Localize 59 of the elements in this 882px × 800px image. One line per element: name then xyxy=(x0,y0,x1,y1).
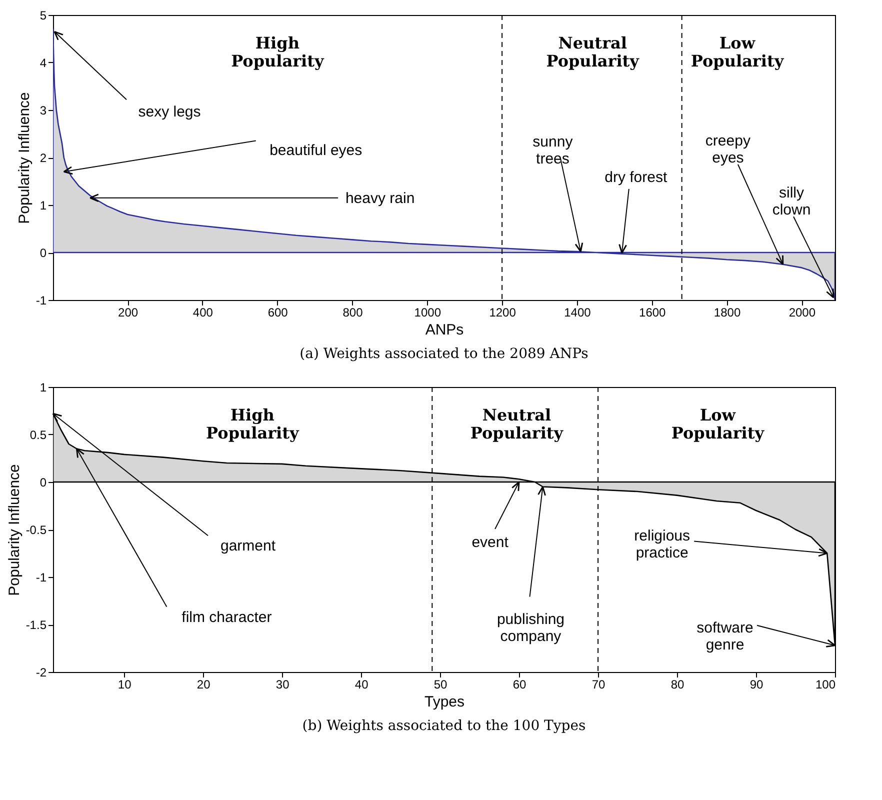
y-tick-label: 1 xyxy=(40,198,47,212)
y-tick-label: -2 xyxy=(36,666,47,680)
annotation: garment xyxy=(220,538,276,555)
x-tick-label: 1800 xyxy=(714,306,741,320)
y-axis-title: Popularity Influence xyxy=(16,92,33,224)
y-tick-label: 4 xyxy=(40,56,47,70)
x-tick-label: 600 xyxy=(268,306,288,320)
x-tick-label: 60 xyxy=(512,678,527,692)
annotation: event xyxy=(472,534,510,551)
annotation: sunny trees xyxy=(532,134,574,168)
annotation: film character xyxy=(182,608,272,626)
annotation: High Popularity xyxy=(231,34,325,70)
y-tick-label: -1 xyxy=(36,294,47,308)
annotation: publishing company xyxy=(496,610,565,645)
annotation: Neutral Popularity xyxy=(470,406,564,442)
annotation: Low Popularity xyxy=(671,406,765,442)
annotation: silly clown xyxy=(772,184,811,219)
y-axis-title: Popularity Influence xyxy=(6,464,23,596)
x-tick-label: 30 xyxy=(276,678,290,692)
annotation: heavy rain xyxy=(345,190,415,207)
x-tick-label: 10 xyxy=(118,678,132,692)
x-axis-title: ANPs xyxy=(425,322,464,338)
x-tick-label: 50 xyxy=(434,678,448,692)
x-tick-label: 20 xyxy=(196,678,211,692)
x-tick-label: 2000 xyxy=(788,306,816,320)
x-tick-label: 90 xyxy=(750,678,764,692)
x-tick-label: 40 xyxy=(354,678,369,692)
y-tick-label: 0 xyxy=(40,246,47,260)
x-tick-label: 1600 xyxy=(639,306,666,320)
x-tick-label: 1000 xyxy=(414,306,442,320)
x-tick-label: 1200 xyxy=(489,306,516,320)
annotation: High Popularity xyxy=(206,406,300,442)
annotation: Neutral Popularity xyxy=(546,34,640,70)
annotation: Low Popularity xyxy=(690,34,784,70)
annotation: beautiful eyes xyxy=(270,142,362,159)
annotation: software genre xyxy=(696,619,754,654)
annotation: dry forest xyxy=(604,168,668,186)
x-axis-title: Types xyxy=(424,694,465,710)
x-tick-label: 400 xyxy=(192,306,214,320)
y-tick-label: -1.5 xyxy=(26,618,47,632)
annotation: creepy eyes xyxy=(705,132,751,166)
x-tick-label: 800 xyxy=(342,306,364,320)
y-tick-label: 3 xyxy=(40,104,47,118)
y-tick-label: 0 xyxy=(40,476,47,490)
x-tick-label: 100 xyxy=(815,678,836,692)
y-tick-label: -0.5 xyxy=(26,523,47,537)
y-tick-label: 1 xyxy=(40,380,47,394)
y-tick-label: 0.5 xyxy=(30,428,47,442)
x-tick-label: 200 xyxy=(118,306,138,320)
y-tick-label: 5 xyxy=(40,8,47,22)
x-tick-label: 1400 xyxy=(564,306,592,320)
annotation: sexy legs xyxy=(138,104,201,121)
annotation: religious practice xyxy=(634,527,690,562)
y-tick-label: 2 xyxy=(40,151,47,165)
x-tick-label: 80 xyxy=(670,678,685,692)
y-tick-label: -1 xyxy=(36,570,47,584)
text: (b) Weights associated to the 100 Types xyxy=(302,718,586,734)
x-tick-label: 70 xyxy=(592,678,606,692)
text: (a) Weights associated to the 2089 ANPs xyxy=(300,346,588,362)
